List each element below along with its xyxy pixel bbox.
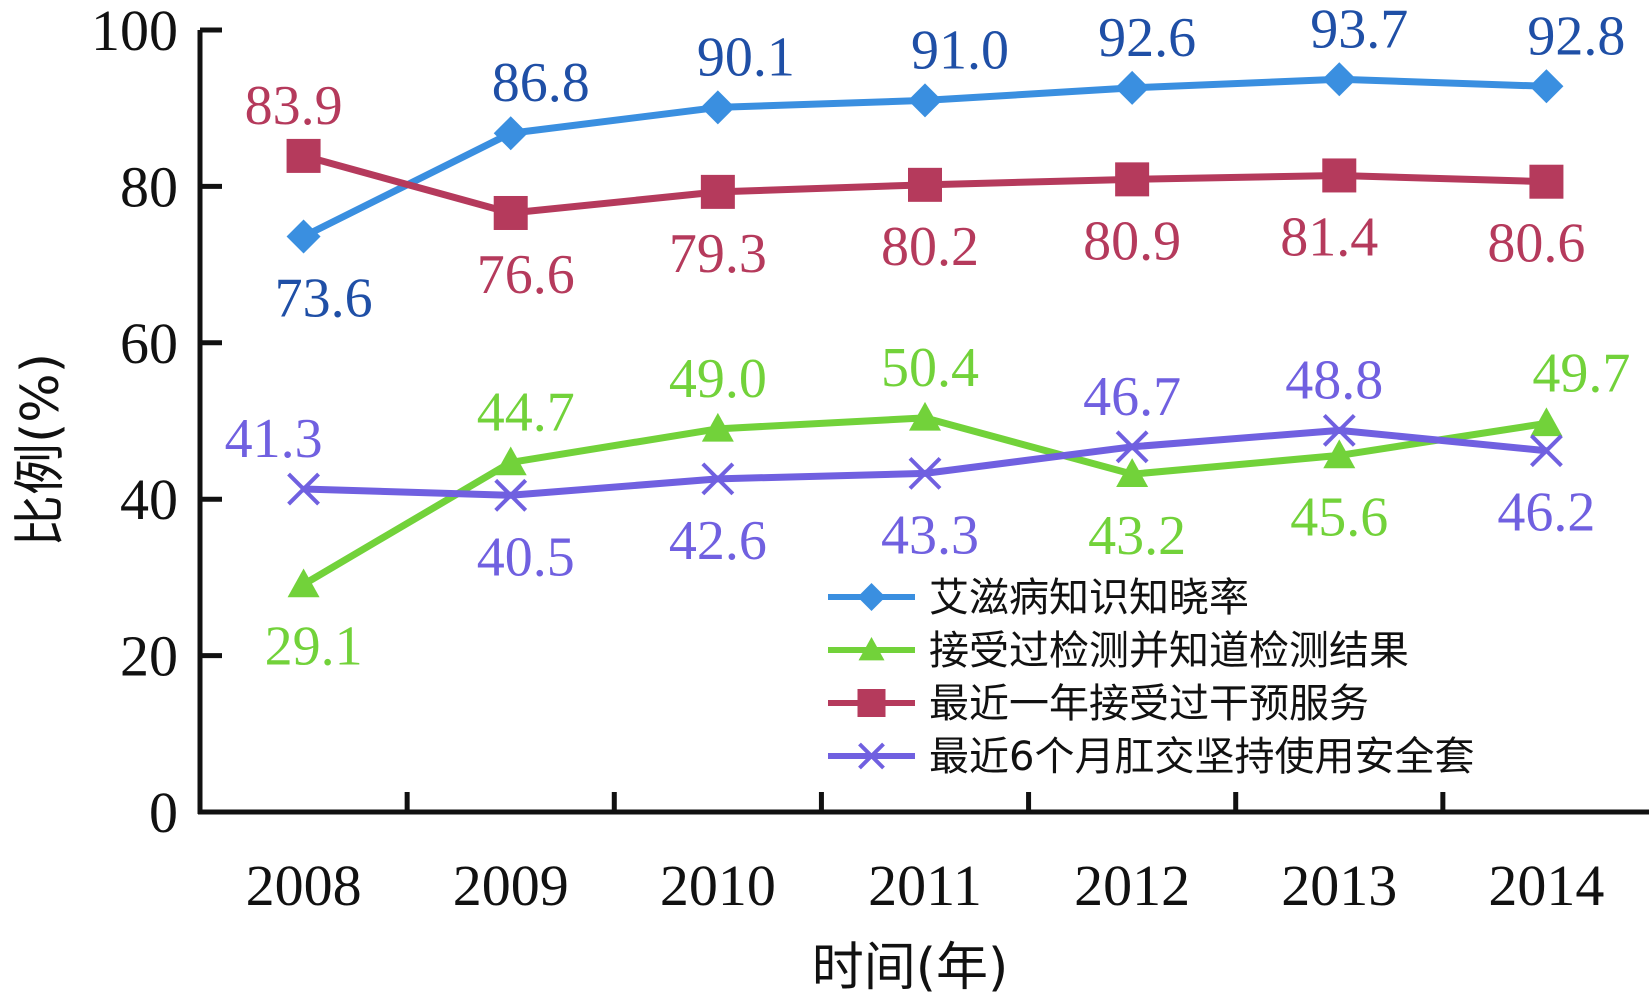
data-label: 41.3 <box>225 408 323 470</box>
series-layer <box>286 62 1564 598</box>
data-point <box>1322 62 1357 97</box>
data-label: 44.7 <box>477 381 575 443</box>
legend-marker <box>857 689 886 717</box>
data-point <box>493 116 528 151</box>
data-point <box>700 90 735 125</box>
data-point <box>1322 413 1356 447</box>
legend-marker <box>858 742 885 770</box>
legend: 艾滋病知识知晓率接受过检测并知道检测结果最近一年接受过干预服务最近6个月肛交坚持… <box>828 575 1474 780</box>
data-label: 79.3 <box>669 223 767 285</box>
axes: 0 20 40 60 80 100 2008 2009 2010 2011 2012 2013 2014 <box>91 0 1649 918</box>
data-label: 73.6 <box>275 267 373 329</box>
legend-item: 最近一年接受过干预服务 <box>828 681 1369 727</box>
data-point <box>286 219 321 254</box>
legend-item: 艾滋病知识知晓率 <box>828 575 1249 621</box>
data-label: 83.9 <box>245 75 343 137</box>
data-point <box>1530 434 1563 468</box>
y-axis-title: 比例(%) <box>11 353 71 547</box>
data-label: 76.6 <box>477 244 575 306</box>
data-point <box>1530 407 1563 437</box>
series-0 <box>286 62 1564 254</box>
x-tick-label: 2014 <box>1488 853 1604 918</box>
y-tick-label: 60 <box>120 311 178 376</box>
data-label: 49.7 <box>1532 342 1630 404</box>
legend-marker <box>857 583 886 611</box>
data-point <box>286 138 321 173</box>
series-1 <box>287 401 1563 598</box>
data-label: 43.3 <box>881 504 979 566</box>
data-label: 90.1 <box>697 26 795 88</box>
legend-label: 最近一年接受过干预服务 <box>929 681 1369 727</box>
series-2 <box>286 138 1564 230</box>
x-tick-label: 2009 <box>453 853 569 918</box>
data-label: 46.2 <box>1497 482 1595 544</box>
legend-label: 艾滋病知识知晓率 <box>929 575 1249 621</box>
data-point <box>909 401 941 431</box>
y-tick-label: 80 <box>120 154 178 219</box>
data-label: 45.6 <box>1290 486 1388 548</box>
data-label-layer: 73.6 86.8 90.1 91.0 92.6 93.7 92.8 29.1 44.7 49.0… <box>225 0 1631 677</box>
legend-item: 最近6个月肛交坚持使用安全套 <box>828 734 1474 780</box>
legend-item: 接受过检测并知道检测结果 <box>828 628 1409 674</box>
data-label: 81.4 <box>1280 206 1378 268</box>
data-point <box>701 462 735 496</box>
legend-label: 接受过检测并知道检测结果 <box>929 628 1409 674</box>
data-label: 50.4 <box>881 337 979 399</box>
data-label: 80.9 <box>1083 210 1181 272</box>
data-label: 43.2 <box>1088 505 1186 567</box>
data-point <box>908 83 942 118</box>
data-point <box>1115 70 1150 105</box>
data-point <box>287 472 320 506</box>
data-label: 40.5 <box>477 526 575 588</box>
data-point <box>1115 162 1150 197</box>
data-label: 46.7 <box>1083 366 1181 428</box>
legend-marker <box>858 637 885 661</box>
x-tick-label: 2012 <box>1074 853 1190 918</box>
x-tick-label: 2013 <box>1281 853 1397 918</box>
x-tick-label: 2008 <box>246 853 362 918</box>
data-point <box>287 568 320 598</box>
data-point <box>1115 430 1149 464</box>
data-point <box>1529 69 1564 104</box>
data-label: 42.6 <box>669 510 767 572</box>
x-axis-title: 时间(年) <box>812 938 1009 998</box>
data-point <box>1116 458 1149 487</box>
data-label: 93.7 <box>1310 0 1408 60</box>
series-3 <box>287 413 1563 512</box>
y-tick-label: 100 <box>91 0 178 63</box>
y-tick-label: 0 <box>149 780 178 845</box>
x-tick-label: 2011 <box>868 853 982 918</box>
data-label: 80.6 <box>1487 213 1585 275</box>
data-point <box>493 195 528 230</box>
legend-label: 最近6个月肛交坚持使用安全套 <box>929 734 1474 780</box>
data-point <box>1322 158 1357 193</box>
data-label: 86.8 <box>492 52 590 114</box>
y-tick-label: 20 <box>120 624 178 689</box>
data-point <box>494 478 528 512</box>
data-label: 80.2 <box>881 216 979 278</box>
data-label: 92.8 <box>1527 5 1625 67</box>
data-point <box>1323 439 1356 469</box>
y-tick-label: 40 <box>120 467 178 532</box>
data-point <box>908 456 942 490</box>
data-label: 92.6 <box>1098 7 1196 69</box>
data-label: 49.0 <box>669 348 767 410</box>
data-point <box>1529 164 1564 199</box>
data-label: 48.8 <box>1285 349 1383 411</box>
data-point <box>908 167 942 202</box>
x-tick-label: 2010 <box>660 853 776 918</box>
data-label: 29.1 <box>265 615 363 677</box>
data-label: 91.0 <box>911 19 1009 81</box>
data-point <box>494 446 527 476</box>
data-point <box>701 412 734 442</box>
data-point <box>700 174 735 209</box>
